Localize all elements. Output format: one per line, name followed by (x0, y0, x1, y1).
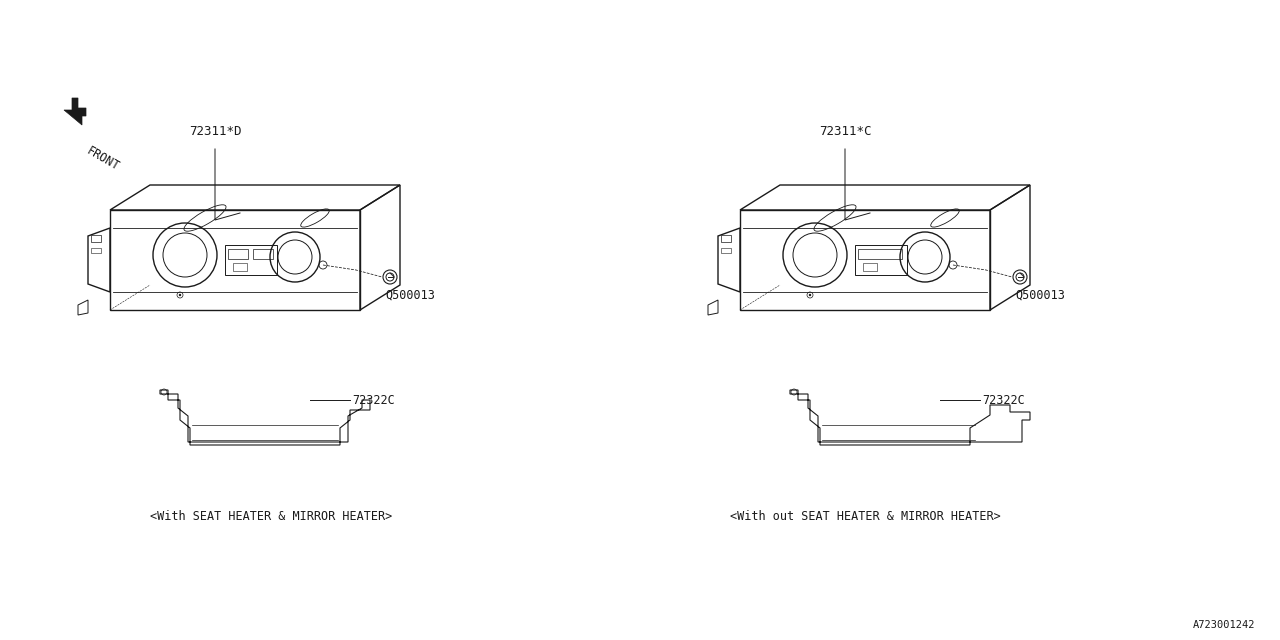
Circle shape (179, 294, 182, 296)
Text: 72322C: 72322C (982, 394, 1025, 407)
Text: <With out SEAT HEATER & MIRROR HEATER>: <With out SEAT HEATER & MIRROR HEATER> (730, 510, 1001, 523)
Bar (721, 248, 731, 253)
Bar (91, 248, 101, 253)
Text: FRONT: FRONT (84, 144, 122, 173)
Bar (253, 249, 273, 259)
Text: <With SEAT HEATER & MIRROR HEATER>: <With SEAT HEATER & MIRROR HEATER> (150, 510, 392, 523)
Text: Q500013: Q500013 (385, 289, 435, 302)
Bar (721, 235, 731, 242)
Bar (91, 235, 101, 242)
Bar (233, 263, 247, 271)
Bar (228, 249, 248, 259)
Text: 72311*D: 72311*D (188, 125, 241, 138)
Bar (225, 245, 276, 275)
Bar (855, 245, 908, 275)
Text: Q500013: Q500013 (1015, 289, 1065, 302)
Polygon shape (64, 98, 86, 125)
Text: 72311*C: 72311*C (819, 125, 872, 138)
Circle shape (809, 294, 812, 296)
Bar (863, 263, 877, 271)
Bar (858, 249, 902, 259)
Text: 72322C: 72322C (352, 394, 394, 407)
Text: A723001242: A723001242 (1193, 620, 1254, 630)
